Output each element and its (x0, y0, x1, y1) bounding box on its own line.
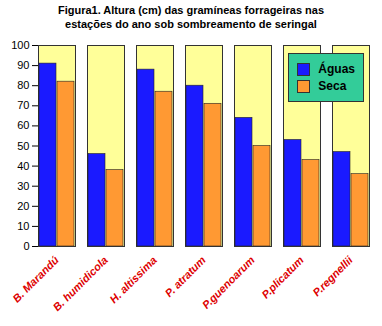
svg-text:50: 50 (17, 140, 29, 152)
svg-text:90: 90 (17, 59, 29, 71)
svg-text:30: 30 (17, 180, 29, 192)
svg-text:80: 80 (17, 79, 29, 91)
svg-text:B. Marandú: B. Marandú (10, 254, 61, 305)
svg-text:40: 40 (17, 160, 29, 172)
svg-text:60: 60 (17, 119, 29, 131)
html-text:Figura1. Altura (cm) das gramí: Figura1. Altura (cm) das gramíneas forra… (57, 4, 325, 30)
svg-text:P.regnellii: P.regnellii (310, 253, 355, 298)
svg-text:10: 10 (17, 220, 29, 232)
svg-text:P.plicatum: P.plicatum (259, 254, 306, 301)
svg-text:100: 100 (11, 39, 29, 51)
svg-text:P. atratum: P. atratum (162, 254, 208, 300)
svg-text:P.guenoarum: P.guenoarum (200, 254, 257, 311)
html-text:Seca: Seca (318, 79, 347, 93)
svg-text:H. altissima: H. altissima (107, 254, 159, 306)
svg-text:B. humidicola: B. humidicola (50, 254, 109, 313)
html-text:Águas: Águas (318, 62, 355, 76)
svg-text:70: 70 (17, 99, 29, 111)
svg-text:0: 0 (23, 240, 29, 252)
svg-text:20: 20 (17, 200, 29, 212)
